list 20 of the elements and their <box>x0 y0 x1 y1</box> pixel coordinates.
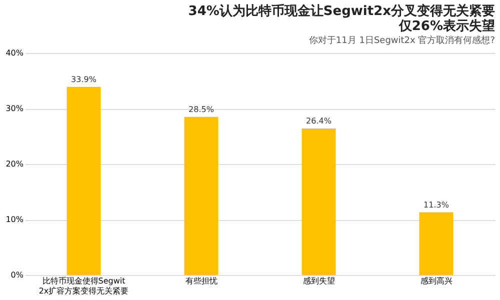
x-tick-label: 有些担忧 <box>185 276 218 286</box>
y-tick-label: 10% <box>6 215 24 224</box>
data-label: 26.4% <box>306 116 332 126</box>
x-tick-label: 感到失望 <box>302 276 335 286</box>
data-label: 28.5% <box>188 104 214 114</box>
y-tick-label: 20% <box>6 160 24 168</box>
x-tick-label: 感到高兴 <box>420 276 452 286</box>
y-tick-label: 30% <box>6 104 24 113</box>
bar <box>419 212 454 275</box>
data-label: 11.3% <box>424 200 450 210</box>
chart-subtitle: 你对于11月 1日Segwit2x 官方取消有何感想? <box>308 35 496 46</box>
y-tick-label: 0% <box>10 270 24 280</box>
bar <box>184 116 218 275</box>
text: 仅26%表示失望 <box>398 19 495 34</box>
x-tick-label: 比特币现金使得Segwit2x扩容方案变得无关紧要 <box>38 276 129 296</box>
data-label: 33.9% <box>71 74 97 84</box>
y-tick-label: 40% <box>6 48 24 58</box>
bar <box>66 86 101 275</box>
text: 34%认为比特币现金让Segwit2x分叉变得无关紧要 <box>188 4 495 19</box>
bar <box>302 128 336 275</box>
